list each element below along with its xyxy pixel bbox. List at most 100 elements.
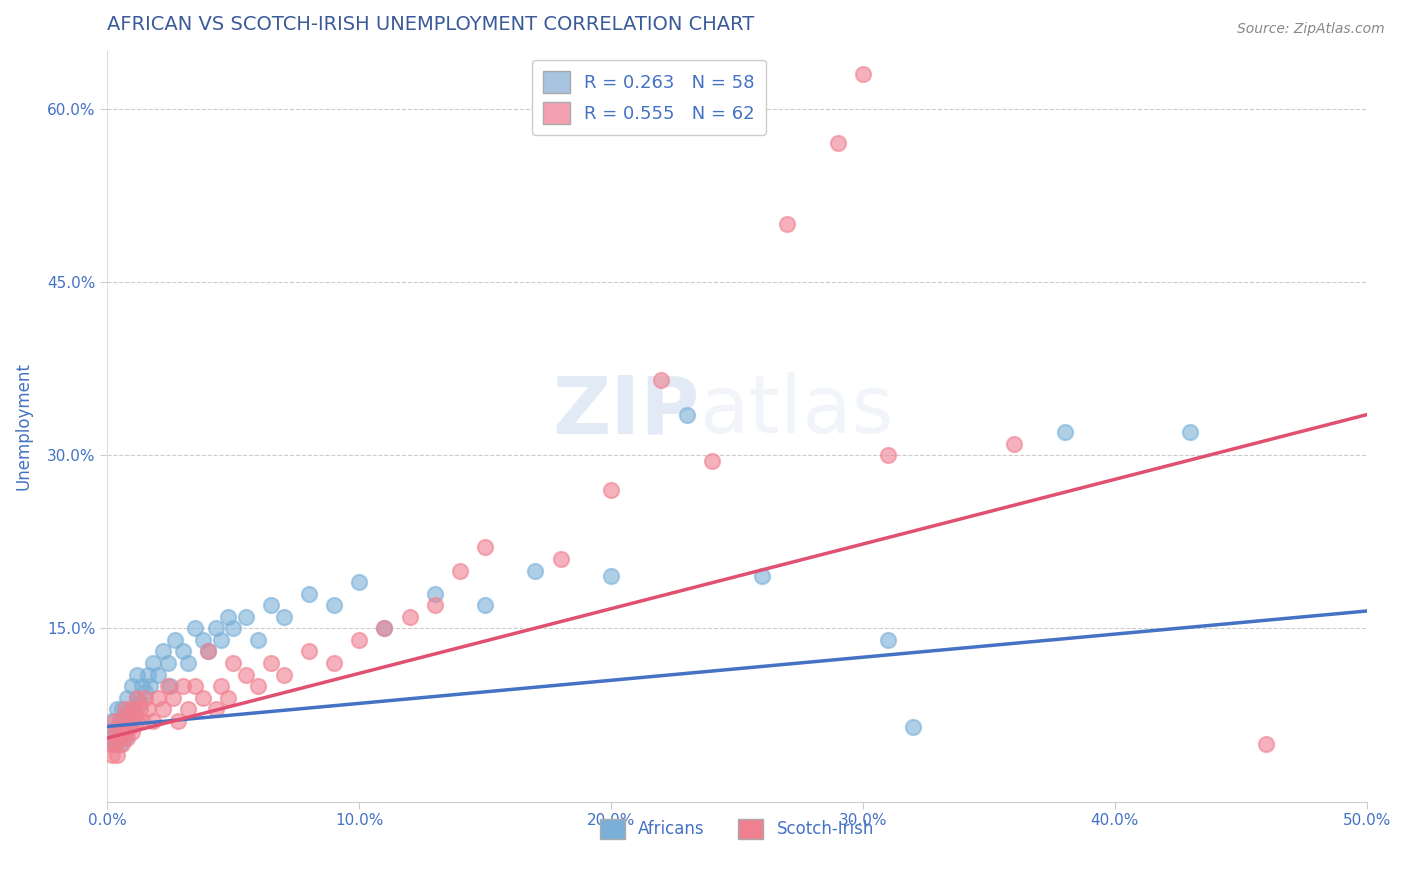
Point (191, 690, 214, 705)
Point (121, 725, 143, 739)
Point (121, 702, 143, 716)
Text: Source: ZipAtlas.com: Source: ZipAtlas.com (1237, 22, 1385, 37)
Point (177, 656, 200, 670)
Point (217, 609, 239, 624)
Point (127, 690, 149, 705)
Point (108, 714, 131, 728)
Point (117, 690, 139, 705)
Point (751, 569, 773, 583)
Point (177, 702, 200, 716)
Point (127, 690, 149, 705)
Point (114, 702, 136, 716)
Point (903, 719, 925, 733)
Point (101, 714, 124, 728)
Point (146, 667, 169, 681)
Point (700, 454, 723, 468)
Point (98, 731, 121, 745)
Point (111, 702, 134, 716)
Point (117, 731, 139, 745)
Point (124, 708, 146, 723)
Point (111, 719, 134, 733)
Point (222, 621, 245, 635)
Text: atlas: atlas (699, 372, 894, 450)
Point (273, 609, 295, 624)
Point (156, 656, 179, 670)
Point (139, 679, 162, 693)
Point (127, 667, 149, 681)
Point (101, 725, 124, 739)
Point (136, 667, 159, 681)
Point (131, 714, 153, 728)
Point (114, 731, 136, 745)
Point (98, 737, 121, 751)
Point (852, 67, 875, 81)
Point (877, 448, 900, 462)
Point (323, 599, 346, 613)
Text: ZIP: ZIP (553, 372, 699, 450)
Point (114, 708, 136, 723)
Point (105, 748, 128, 763)
Point (204, 621, 226, 635)
Point (111, 725, 134, 739)
Point (675, 408, 697, 422)
Point (600, 569, 623, 583)
Point (172, 679, 194, 693)
Point (101, 748, 124, 763)
Point (104, 737, 127, 751)
Point (235, 609, 257, 624)
Point (105, 702, 128, 716)
Y-axis label: Unemployment: Unemployment (15, 362, 32, 490)
Point (134, 690, 156, 705)
Point (550, 552, 572, 566)
Point (124, 708, 146, 723)
Point (260, 599, 283, 613)
Point (273, 667, 295, 681)
Point (105, 719, 128, 733)
Point (114, 725, 136, 739)
Point (141, 714, 163, 728)
Point (159, 679, 181, 693)
Text: AFRICAN VS SCOTCH-IRISH UNEMPLOYMENT CORRELATION CHART: AFRICAN VS SCOTCH-IRISH UNEMPLOYMENT COR… (107, 15, 755, 34)
Point (165, 632, 187, 647)
Point (117, 708, 139, 723)
Point (204, 702, 226, 716)
Point (108, 731, 131, 745)
Point (235, 667, 257, 681)
Point (134, 685, 156, 699)
Point (650, 373, 672, 387)
Point (217, 690, 239, 705)
Point (156, 679, 179, 693)
Point (474, 599, 496, 613)
Legend: Africans, Scotch-Irish: Africans, Scotch-Irish (593, 812, 880, 846)
Point (197, 644, 219, 658)
Point (191, 632, 214, 647)
Point (298, 587, 321, 601)
Point (827, 136, 849, 151)
Point (347, 632, 370, 647)
Point (127, 714, 149, 728)
Point (209, 679, 232, 693)
Point (1254, 737, 1277, 751)
Point (146, 690, 169, 705)
Point (104, 714, 127, 728)
Point (129, 702, 152, 716)
Point (104, 737, 127, 751)
Point (347, 575, 370, 590)
Point (105, 725, 128, 739)
Point (524, 564, 547, 578)
Point (184, 621, 207, 635)
Point (373, 621, 395, 635)
Point (152, 644, 174, 658)
Point (398, 609, 420, 624)
Point (141, 656, 163, 670)
Point (877, 632, 900, 647)
Point (136, 702, 159, 716)
Point (600, 483, 623, 497)
Point (323, 656, 346, 670)
Point (260, 656, 283, 670)
Point (423, 599, 446, 613)
Point (474, 541, 496, 555)
Point (222, 656, 245, 670)
Point (247, 679, 270, 693)
Point (121, 702, 143, 716)
